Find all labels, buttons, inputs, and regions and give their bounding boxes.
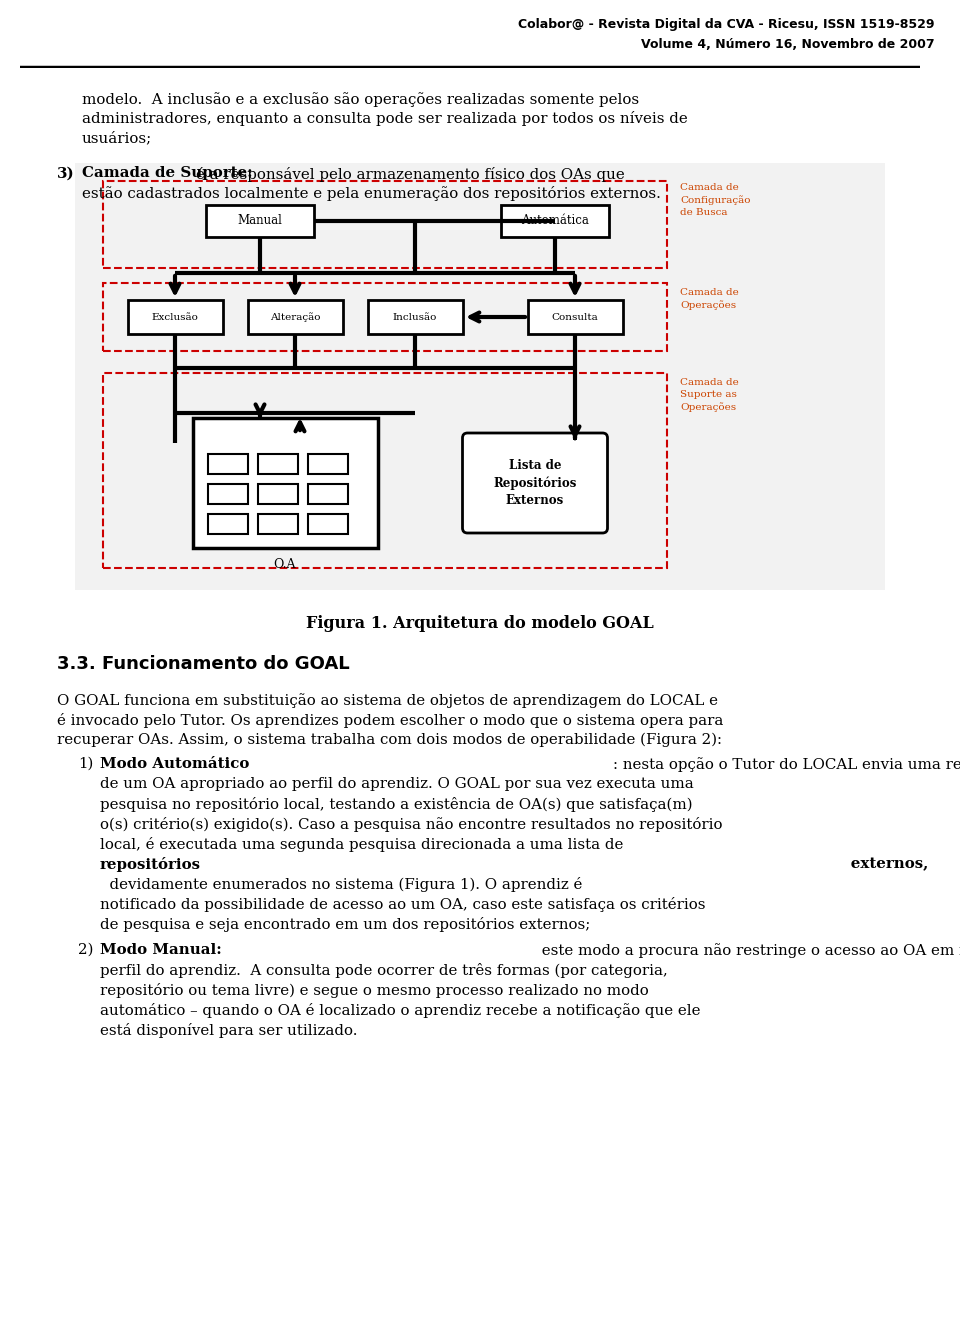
Text: está disponível para ser utilizado.: está disponível para ser utilizado.	[100, 1023, 357, 1038]
Text: Lista de
Repositórios
Externos: Lista de Repositórios Externos	[493, 459, 577, 506]
Text: : nesta opção o Tutor do LOCAL envia uma recomendação: : nesta opção o Tutor do LOCAL envia uma…	[100, 758, 960, 772]
Bar	[103, 283, 667, 352]
Bar	[307, 484, 348, 504]
Text: repositórios: repositórios	[100, 857, 201, 873]
Text: estão cadastrados localmente e pela enumeração dos repositórios externos.: estão cadastrados localmente e pela enum…	[82, 186, 660, 201]
Bar	[193, 418, 377, 549]
Text: repositório ou tema livre) e segue o mesmo processo realizado no modo: repositório ou tema livre) e segue o mes…	[100, 984, 649, 998]
Text: de pesquisa e seja encontrado em um dos repositórios externos;: de pesquisa e seja encontrado em um dos …	[100, 917, 590, 932]
FancyBboxPatch shape	[463, 434, 608, 533]
Text: 1): 1)	[78, 758, 93, 771]
Text: Camada de
Operações: Camada de Operações	[680, 288, 739, 309]
Text: O.A: O.A	[274, 558, 297, 571]
Bar	[248, 300, 343, 334]
Text: O GOAL funciona em substituição ao sistema de objetos de aprendizagem do LOCAL e: O GOAL funciona em substituição ao siste…	[57, 693, 718, 707]
Text: pesquisa no repositório local, testando a existência de OA(s) que satisfaça(m): pesquisa no repositório local, testando …	[100, 797, 692, 812]
Text: Camada de Suporte:: Camada de Suporte:	[82, 167, 252, 181]
Text: Volume 4, Número 16, Novembro de 2007: Volume 4, Número 16, Novembro de 2007	[641, 38, 935, 52]
Text: é invocado pelo Tutor. Os aprendizes podem escolher o modo que o sistema opera p: é invocado pelo Tutor. Os aprendizes pod…	[57, 713, 724, 728]
Bar	[257, 453, 298, 475]
Text: administradores, enquanto a consulta pode ser realizada por todos os níveis de: administradores, enquanto a consulta pod…	[82, 111, 687, 127]
Text: Alteração: Alteração	[270, 312, 321, 321]
Text: perfil do aprendiz.  A consulta pode ocorrer de três formas (por categoria,: perfil do aprendiz. A consulta pode ocor…	[100, 962, 668, 978]
Bar	[368, 300, 463, 334]
Text: 3.3. Funcionamento do GOAL: 3.3. Funcionamento do GOAL	[57, 654, 349, 673]
Text: Camada de
Configuração
de Busca: Camada de Configuração de Busca	[680, 182, 751, 217]
Bar	[307, 514, 348, 534]
Bar	[103, 181, 667, 268]
Text: Figura 1. Arquitetura do modelo GOAL: Figura 1. Arquitetura do modelo GOAL	[306, 615, 654, 632]
Text: Manual: Manual	[237, 214, 282, 227]
Text: este modo a procura não restringe o acesso ao OA em função do: este modo a procura não restringe o aces…	[100, 943, 960, 958]
Text: o(s) critério(s) exigido(s). Caso a pesquisa não encontre resultados no repositó: o(s) critério(s) exigido(s). Caso a pesq…	[100, 817, 723, 832]
Text: Colabor@ - Revista Digital da CVA - Ricesu, ISSN 1519-8529: Colabor@ - Revista Digital da CVA - Rice…	[518, 19, 935, 30]
Text: de um OA apropriado ao perfil do aprendiz. O GOAL por sua vez executa uma: de um OA apropriado ao perfil do aprendi…	[100, 777, 694, 791]
Text: automático – quando o OA é localizado o aprendiz recebe a notificação que ele: automático – quando o OA é localizado o …	[100, 1003, 701, 1018]
Text: é a responsável pelo armazenamento físico dos OAs que: é a responsável pelo armazenamento físic…	[82, 167, 625, 181]
FancyBboxPatch shape	[69, 157, 891, 596]
Text: 2): 2)	[78, 943, 93, 957]
Text: Modo Automático: Modo Automático	[100, 758, 250, 771]
Bar	[501, 205, 609, 237]
Text: externos,: externos,	[100, 857, 928, 871]
Bar	[307, 453, 348, 475]
Text: Automática: Automática	[521, 214, 588, 227]
Text: recuperar OAs. Assim, o sistema trabalha com dois modos de operabilidade (Figura: recuperar OAs. Assim, o sistema trabalha…	[57, 732, 722, 747]
Text: local, é executada uma segunda pesquisa direcionada a uma lista de: local, é executada uma segunda pesquisa …	[100, 837, 628, 851]
Text: devidamente enumerados no sistema (Figura 1). O aprendiz é: devidamente enumerados no sistema (Figur…	[100, 876, 583, 892]
Bar	[206, 205, 314, 237]
Bar	[207, 514, 248, 534]
Text: Consulta: Consulta	[552, 312, 598, 321]
Text: notificado da possibilidade de acesso ao um OA, caso este satisfaça os critérios: notificado da possibilidade de acesso ao…	[100, 898, 706, 912]
Text: 3): 3)	[57, 167, 75, 181]
Text: Exclusão: Exclusão	[152, 312, 199, 321]
Text: Inclusão: Inclusão	[393, 312, 437, 321]
Text: modelo.  A inclusão e a exclusão são operações realizadas somente pelos: modelo. A inclusão e a exclusão são oper…	[82, 93, 639, 107]
Bar	[257, 514, 298, 534]
Text: Camada de
Suporte as
Operações: Camada de Suporte as Operações	[680, 378, 739, 411]
Text: Modo Manual:: Modo Manual:	[100, 943, 222, 957]
Bar	[103, 373, 667, 568]
Bar	[257, 484, 298, 504]
Bar	[527, 300, 622, 334]
Bar	[128, 300, 223, 334]
Bar	[207, 484, 248, 504]
Bar	[207, 453, 248, 475]
Text: usuários;: usuários;	[82, 131, 153, 145]
